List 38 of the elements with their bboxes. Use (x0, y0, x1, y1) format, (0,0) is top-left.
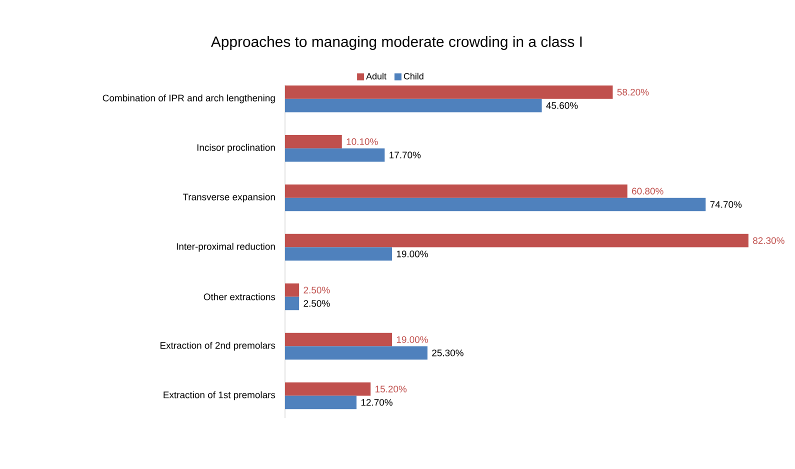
data-label: 12.70% (361, 399, 392, 406)
bar (285, 396, 357, 410)
y-tick-label: Extraction of 1st premolars (164, 391, 276, 400)
legend-label: Child (404, 72, 424, 80)
bar (285, 283, 300, 297)
y-tick-label: Transverse expansion (182, 193, 275, 202)
bar (285, 296, 300, 310)
bar (285, 346, 428, 360)
chart-title: Approaches to managing moderate crowding in a class I (210, 36, 582, 50)
y-tick-label: Other extractions (204, 293, 276, 300)
data-label: 2.50% (304, 286, 330, 294)
bar (285, 247, 392, 261)
data-label: 25.30% (432, 350, 464, 356)
y-tick-label: Inter-proximal reduction (176, 242, 275, 252)
y-tick-label: Extraction of 2nd premolars (160, 342, 276, 351)
data-label: 19.00% (396, 336, 428, 343)
bar (285, 332, 392, 346)
bar (285, 148, 385, 162)
data-label: 2.50% (304, 300, 330, 307)
data-label: 10.10% (346, 138, 378, 146)
bar (285, 134, 342, 148)
bar (285, 85, 613, 99)
data-label: 82.30% (753, 237, 784, 244)
y-tick-label: Combination of IPR and arch lengthening (102, 94, 275, 104)
data-label: 60.80% (632, 188, 664, 194)
bar (285, 382, 371, 396)
data-label: 74.70% (710, 201, 742, 208)
bar (285, 98, 542, 112)
data-label: 58.20% (617, 88, 649, 96)
bar (285, 198, 706, 212)
bar (285, 184, 628, 198)
y-tick-label: Incisor proclination (197, 144, 275, 153)
data-label: 19.00% (396, 250, 428, 258)
data-label: 15.20% (376, 386, 407, 392)
bar (285, 234, 748, 248)
data-label: 17.70% (390, 152, 421, 158)
data-label: 45.60% (546, 102, 578, 109)
legend-label: Adult (366, 72, 386, 80)
